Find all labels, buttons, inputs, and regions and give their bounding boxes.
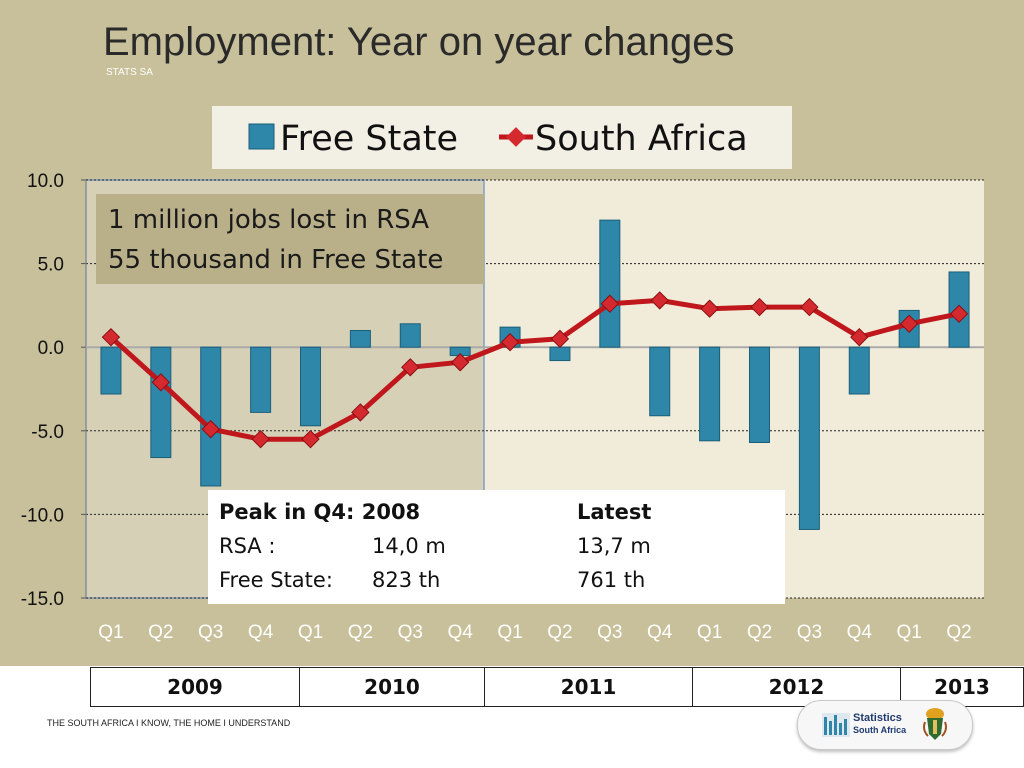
rsa-label: RSA : [219,534,276,558]
point-south-africa [750,297,769,317]
point-south-africa [650,291,669,310]
legend-label-free-state: Free State [280,119,458,159]
free-state-latest-value: 761 th [577,568,646,592]
x-tick-label: Q2 [348,622,373,643]
x-tick-label: Q4 [647,622,673,643]
x-tick-label: Q2 [547,622,572,643]
bar-free-state [100,346,122,395]
x-tick-label: Q4 [447,622,473,643]
bar-free-state [300,346,321,427]
point-south-africa [850,327,869,347]
point-south-africa [899,314,919,333]
year-cell-2011: 2011 [484,667,693,707]
y-tick-label: -15.0 [21,589,64,610]
bar-free-state [349,329,371,348]
point-south-africa [201,419,220,439]
callout-line-2: 55 thousand in Free State [108,245,444,275]
legend: Free State South Africa [212,106,792,169]
x-tick-label: Q4 [248,622,274,643]
logo-text-statistics: Statistics [853,712,902,724]
x-tick-label: Q2 [747,622,772,643]
bar-free-state [699,346,721,442]
callout-line-1: 1 million jobs lost in RSA [108,205,430,235]
year-cell-2009: 2009 [90,667,300,707]
point-south-africa [101,327,121,347]
page-title: Employment: Year on year changes [103,20,735,64]
x-tick-label: Q3 [198,622,223,643]
y-tick-label: 5.0 [38,255,64,276]
y-tick-label: -10.0 [21,505,64,526]
peak-info-box: Peak in Q4: 2008 Latest RSA : 14,0 m 13,… [208,490,785,604]
x-tick-label: Q1 [896,622,921,643]
x-tick-label: Q4 [847,622,873,643]
latest-header: Latest [577,500,652,524]
year-cell-2012: 2012 [692,667,901,707]
y-tick-label: 0.0 [38,338,64,359]
legend-label-south-africa: South Africa [535,119,748,159]
bar-free-state [549,346,571,362]
point-south-africa [500,332,520,352]
peak-header: Peak in Q4: 2008 [219,500,421,524]
bar-free-state [599,219,621,348]
legend-swatch-free-state [248,123,275,150]
year-table: 2009 2010 2011 2012 2013 [90,667,1024,709]
point-south-africa [600,294,620,313]
callout-box: 1 million jobs lost in RSA 55 thousand i… [96,194,484,284]
point-south-africa [700,299,719,318]
point-south-africa [450,353,470,372]
y-tick-label: 10.0 [27,171,64,192]
line-south-africa [109,297,960,442]
statistics-logo-icon [822,713,850,737]
point-south-africa [550,329,570,349]
x-tick-label: Q3 [597,622,622,643]
free-state-peak-value: 823 th [372,568,441,592]
stats-sa-logo: Statistics South Africa [797,700,973,750]
bar-free-state [798,346,820,530]
bar-free-state [749,346,770,444]
point-south-africa [301,429,320,449]
bar-free-state [150,346,172,459]
point-south-africa [401,358,420,377]
bar-free-state [848,346,870,395]
bar-free-state [250,346,272,413]
bar-free-state [649,346,671,417]
point-south-africa [151,373,171,392]
year-cell-2010: 2010 [299,667,485,707]
x-tick-label: Q3 [797,622,822,643]
point-south-africa [251,429,270,449]
logo-text-south-africa: South Africa [853,725,907,735]
x-tick-label: Q1 [98,622,123,643]
x-tick-label: Q2 [148,622,173,643]
point-south-africa [351,403,370,422]
x-tick-label: Q2 [946,622,971,643]
x-tick-label: Q1 [298,622,323,643]
x-tick-label: Q3 [398,622,423,643]
bar-free-state [200,346,222,487]
point-south-africa [949,304,969,323]
bar-free-state [399,323,421,348]
free-state-label: Free State: [219,568,333,592]
y-tick-label: -5.0 [31,422,64,443]
page-subtitle: STATS SA [106,67,153,78]
rsa-latest-value: 13,7 m [577,534,651,558]
footer-text: THE SOUTH AFRICA I KNOW, THE HOME I UNDE… [47,718,291,728]
point-south-africa [800,297,819,317]
x-tick-label: Q1 [497,622,522,643]
coat-of-arms-icon [923,708,947,740]
x-tick-label: Q1 [697,622,722,643]
rsa-peak-value: 14,0 m [372,534,446,558]
